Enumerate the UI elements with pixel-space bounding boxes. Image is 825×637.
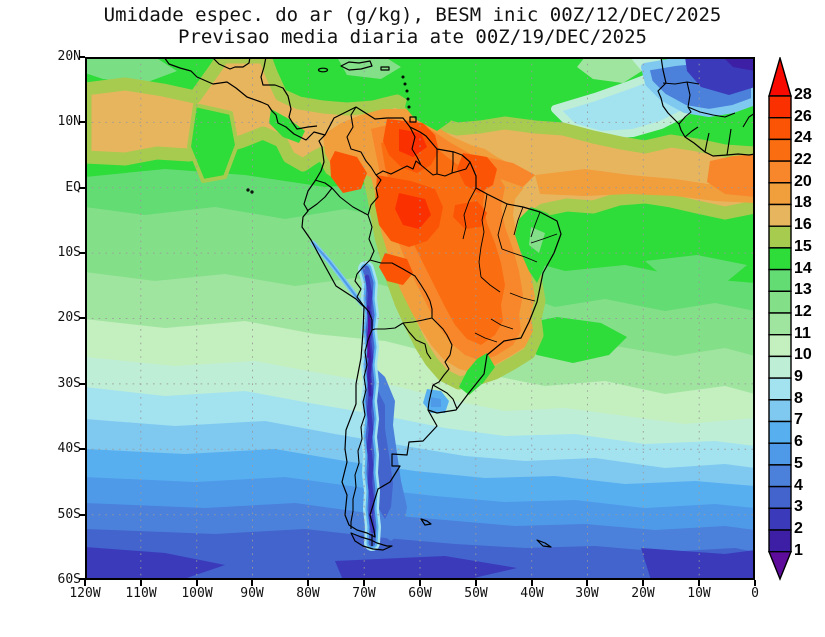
colorbar-cell [768,268,792,293]
colorbar-cell [768,529,792,553]
colorbar-arrow-bottom [767,551,793,581]
colorbar-tick-label: 28 [794,86,812,103]
colorbar-cell [768,377,792,401]
y-tick-label: 20S [57,310,81,325]
colorbar-tick-label: 8 [794,390,803,407]
colorbar-cell [768,420,792,444]
colorbar-cell [768,399,792,423]
colorbar-cell [768,507,792,531]
colorbar-tick-label: 1 [794,542,803,559]
country-borders [306,81,756,546]
y-tick-label: 10N [57,114,81,129]
colorbar-tick-label: 22 [794,151,812,168]
chart-title: Umidade espec. do ar (g/kg), BESM inic 0… [103,4,722,26]
x-tick-label: 70W [352,586,376,601]
x-tick-label: 50W [464,586,488,601]
colorbar-cell [768,95,792,119]
y-tick-label: 60S [57,572,81,587]
x-tick-label: 80W [296,586,320,601]
colorbar-tick-label: 13 [794,281,812,298]
graticule [85,57,755,580]
y-tick-label: 20N [57,49,81,64]
colorbar-tick-label: 4 [794,477,803,494]
chart-subtitle: Previsao media diaria ate 00Z/19/DEC/202… [178,26,647,48]
x-tick-label: 60W [408,586,432,601]
colorbar-tick-label: 11 [794,325,811,342]
x-tick-label: 100W [181,586,213,601]
contour-fills [78,50,762,580]
colorbar-tick-label: 3 [794,498,803,515]
colorbar-tick-label: 18 [794,194,812,211]
colorbar-cell [768,355,792,379]
colorbar-cell [768,334,792,358]
colorbar-cell [768,138,792,162]
colorbar-tick-label: 2 [794,520,803,537]
x-tick-label: 110W [125,586,157,601]
colorbar-tick-label: 6 [794,433,803,450]
x-tick-label: 30W [575,586,599,601]
colorbar-cell [768,442,792,466]
colorbar-cell [768,182,792,206]
map-canvas [78,50,762,580]
colorbar-tick-label: 7 [794,411,803,428]
colorbar-tick-label: 16 [794,216,812,233]
colorbar-cell [768,247,792,271]
x-tick-label: 0 [751,586,759,601]
x-tick-label: 120W [69,586,101,601]
colorbar-tick-label: 10 [794,346,812,363]
x-tick-label: 90W [240,586,264,601]
x-tick-label: 40W [520,586,544,601]
y-tick-label: EQ [65,180,81,195]
colorbar-cell [768,225,792,249]
state-borders [462,187,558,343]
colorbar-cell [768,160,792,184]
y-tick-label: 30S [57,376,81,391]
colorbar-cell [768,290,792,314]
coastlines [163,56,756,551]
plot-frame [85,57,755,580]
colorbar-tick-label: 5 [794,455,803,472]
colorbar [767,55,793,581]
y-tick-label: 50S [57,507,81,522]
x-tick-label: 20W [631,586,655,601]
x-tick-label: 10W [687,586,711,601]
colorbar-cell [768,485,792,510]
colorbar-tick-label: 20 [794,173,812,190]
colorbar-arrow-top [768,55,792,97]
colorbar-cell [768,312,792,336]
colorbar-tick-label: 24 [794,129,812,146]
y-tick-label: 40S [57,441,81,456]
colorbar-tick-label: 14 [794,260,812,277]
map-plot-area [78,50,762,580]
colorbar-tick-label: 9 [794,368,803,385]
colorbar-cell [768,203,792,227]
colorbar-cell [768,464,792,488]
colorbar-cell [768,117,792,141]
colorbar-tick-label: 26 [794,108,812,125]
colorbar-tick-label: 15 [794,238,812,255]
colorbar-tick-label: 12 [794,303,812,320]
y-tick-label: 10S [57,245,81,260]
